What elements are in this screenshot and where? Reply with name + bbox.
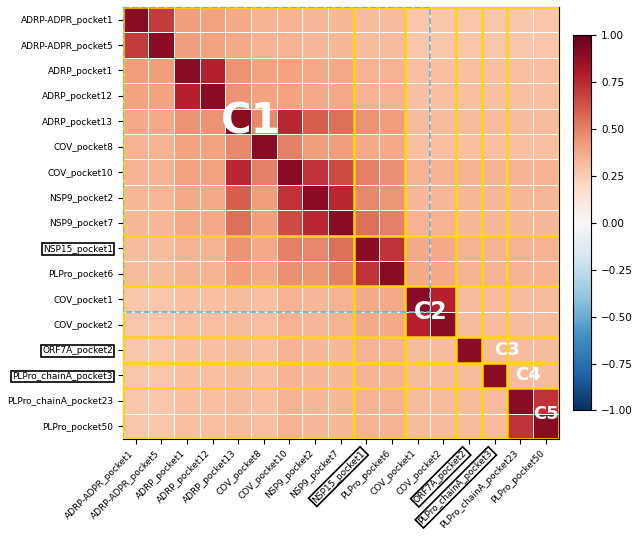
Text: C4: C4	[515, 366, 541, 384]
Text: C3: C3	[495, 341, 520, 359]
Bar	[123, 7, 431, 312]
Text: C2: C2	[413, 300, 447, 324]
Text: C1: C1	[221, 100, 281, 142]
Text: C5: C5	[533, 404, 559, 423]
